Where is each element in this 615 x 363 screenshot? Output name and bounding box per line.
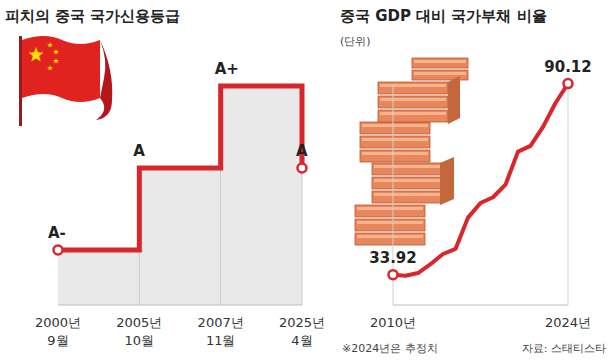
subtitle: (단위) bbox=[340, 35, 371, 48]
point-marker bbox=[298, 164, 307, 173]
flag-star bbox=[53, 49, 59, 54]
flag-pole bbox=[19, 36, 22, 126]
data-label: A- bbox=[48, 224, 66, 242]
x-axis bbox=[393, 305, 568, 306]
point-marker bbox=[564, 79, 573, 88]
brick-band bbox=[362, 124, 428, 127]
point-marker bbox=[54, 246, 63, 255]
money-illustration bbox=[355, 58, 468, 245]
brick bbox=[372, 163, 442, 175]
x-tick-label: 2007년11월 bbox=[198, 315, 244, 348]
brick-side bbox=[440, 157, 454, 205]
x-tick-label: 2000년9월 bbox=[35, 315, 81, 348]
source: 자료: 스태티스타 bbox=[522, 342, 606, 355]
plot-area bbox=[58, 86, 302, 305]
x-axis bbox=[58, 305, 302, 306]
brick bbox=[355, 233, 425, 245]
brick bbox=[378, 110, 448, 122]
brick-band bbox=[414, 60, 466, 63]
note: ※2024년은 추정치 bbox=[342, 342, 438, 355]
point-marker bbox=[389, 270, 398, 279]
brick-band bbox=[374, 179, 440, 182]
brick bbox=[412, 58, 468, 68]
brick-band bbox=[357, 235, 423, 238]
flag-star bbox=[53, 58, 59, 63]
title: 중국 GDP 대비 국가부채 비율 bbox=[340, 7, 547, 25]
brick-band bbox=[357, 221, 423, 224]
debt-chart: 중국 GDP 대비 국가부채 비율 (단위) 2010년 2024년 33.92 90.1… bbox=[340, 7, 606, 355]
brick-band bbox=[380, 98, 446, 101]
data-label: A+ bbox=[215, 60, 239, 78]
brick-band bbox=[380, 112, 446, 115]
brick-band bbox=[362, 138, 428, 141]
flag-star bbox=[47, 42, 53, 47]
brick-band bbox=[414, 72, 466, 75]
brick bbox=[378, 82, 448, 94]
x-tick-label: 2005년10월 bbox=[116, 315, 162, 348]
brick bbox=[372, 177, 442, 189]
brick bbox=[378, 96, 448, 108]
chart-root: 피치의 중국 국가신용등급 A- A A+ A 2000년9월 2005년10월 2007년1… bbox=[0, 0, 615, 363]
plot-area bbox=[393, 84, 568, 276]
data-label: A bbox=[133, 142, 145, 160]
brick bbox=[360, 136, 430, 148]
data-label: 90.12 bbox=[544, 58, 591, 76]
brick bbox=[360, 122, 430, 134]
brick-band bbox=[374, 165, 440, 168]
step-area bbox=[58, 86, 302, 305]
brick-band bbox=[374, 193, 440, 196]
step-line bbox=[58, 86, 302, 250]
brick bbox=[372, 191, 442, 203]
x-tick-line bbox=[568, 85, 569, 305]
data-label: 33.92 bbox=[369, 249, 416, 267]
brick-band bbox=[362, 152, 428, 155]
data-label: A bbox=[296, 142, 308, 160]
flag-fold bbox=[96, 40, 112, 120]
title: 피치의 중국 국가신용등급 bbox=[5, 7, 180, 25]
flag-star bbox=[47, 65, 53, 70]
x-tick-label: 2024년 bbox=[545, 315, 591, 330]
flag-illustration bbox=[19, 36, 112, 126]
brick bbox=[360, 150, 430, 162]
brick-side bbox=[448, 76, 460, 124]
brick-band bbox=[357, 207, 423, 210]
x-tick-label: 2010년 bbox=[370, 315, 416, 330]
x-tick-label: 2025년4월 bbox=[279, 315, 325, 348]
brick bbox=[355, 205, 425, 217]
flag-star bbox=[28, 47, 43, 62]
brick-band bbox=[380, 84, 446, 87]
flag bbox=[22, 36, 100, 102]
rating-chart: 피치의 중국 국가신용등급 A- A A+ A 2000년9월 2005년10월 2007년1… bbox=[5, 7, 325, 348]
debt-line bbox=[393, 84, 568, 276]
brick bbox=[355, 219, 425, 231]
